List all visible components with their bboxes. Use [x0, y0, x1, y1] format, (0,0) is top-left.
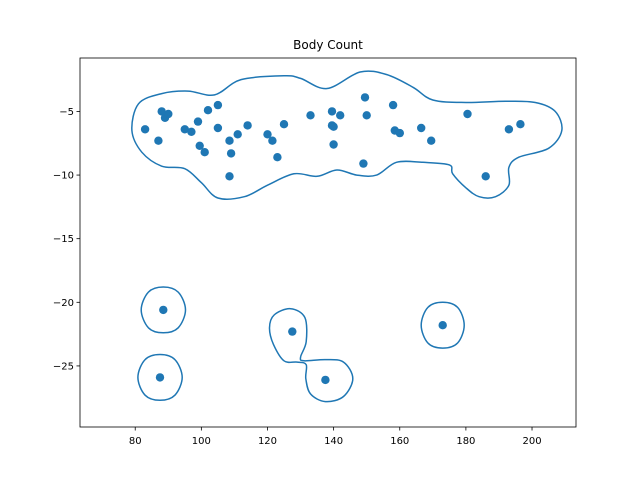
- data-point-8: [193, 117, 203, 126]
- x-tick-label: 120: [258, 436, 277, 447]
- data-point-36: [427, 136, 436, 145]
- density-contour-1: [131, 70, 563, 200]
- data-point-2: [154, 136, 163, 145]
- data-point-17: [233, 130, 242, 139]
- x-tick-label: 160: [390, 436, 409, 447]
- data-point-18: [243, 121, 252, 130]
- y-tick-label: −10: [53, 171, 74, 182]
- data-point-43: [288, 327, 297, 336]
- data-point-27: [329, 140, 338, 149]
- y-tick-label: −20: [53, 298, 74, 309]
- data-point-41: [159, 305, 168, 315]
- data-point-10: [200, 148, 209, 157]
- data-point-7: [187, 127, 196, 136]
- y-tick-label: −25: [53, 361, 74, 372]
- data-point-11: [203, 106, 213, 115]
- data-point-35: [417, 123, 426, 133]
- data-point-5: [164, 109, 173, 119]
- density-contour-3: [137, 353, 183, 402]
- data-point-3: [157, 107, 166, 116]
- x-tick-label: 140: [324, 436, 343, 447]
- x-tick-label: 80: [129, 436, 142, 447]
- x-tick-label: 100: [192, 436, 211, 447]
- chart-title: Body Count: [293, 38, 363, 52]
- data-point-40: [516, 120, 525, 129]
- data-point-9: [195, 141, 204, 150]
- data-point-12: [213, 100, 223, 110]
- density-contour-5: [268, 307, 354, 403]
- data-point-13: [213, 123, 223, 133]
- axes-frame: [79, 57, 577, 428]
- y-tick-label: −15: [53, 234, 74, 245]
- density-contour-2: [140, 286, 187, 334]
- data-point-30: [360, 93, 370, 102]
- data-point-45: [438, 321, 447, 330]
- data-point-42: [155, 373, 165, 382]
- data-point-22: [279, 120, 289, 129]
- data-point-32: [388, 100, 398, 110]
- x-tick-label: 180: [456, 436, 475, 447]
- data-point-44: [321, 375, 330, 385]
- data-point-38: [481, 172, 490, 181]
- data-point-14: [225, 136, 234, 145]
- data-point-31: [362, 111, 371, 120]
- data-point-39: [504, 125, 514, 134]
- x-tick-label: 200: [522, 436, 541, 447]
- density-contour-4: [420, 301, 465, 349]
- data-point-16: [226, 149, 236, 158]
- data-point-26: [329, 122, 338, 131]
- data-point-6: [180, 125, 189, 134]
- data-point-19: [263, 130, 272, 139]
- data-point-20: [268, 136, 277, 145]
- data-point-1: [140, 125, 150, 134]
- data-point-34: [395, 128, 404, 138]
- data-point-28: [336, 111, 345, 120]
- data-point-29: [359, 159, 368, 168]
- y-tick-label: −5: [59, 107, 74, 118]
- data-point-24: [327, 107, 337, 116]
- data-point-21: [273, 153, 282, 162]
- plot-area: 80 100 120 140 160 180 200 −5 −10 −15 −20 −25: [53, 70, 563, 447]
- data-point-15: [225, 172, 234, 181]
- data-point-37: [463, 109, 472, 119]
- data-point-23: [306, 111, 315, 120]
